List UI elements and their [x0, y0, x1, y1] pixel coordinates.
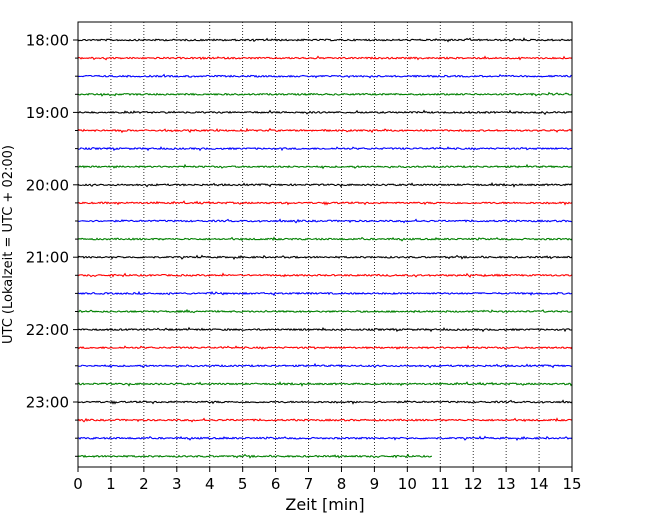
- seismic-trace: [77, 73, 573, 79]
- x-tick-label: 5: [238, 475, 248, 493]
- seismic-trace: [77, 236, 573, 242]
- seismic-trace: [77, 146, 573, 152]
- y-tick-label: 18:00: [26, 32, 69, 50]
- y-tick-label: 20:00: [26, 176, 69, 194]
- x-tick-label: 10: [398, 475, 417, 493]
- seismic-trace: [77, 200, 573, 206]
- x-axis-label: Zeit [min]: [285, 495, 364, 514]
- x-tick-label: 1: [106, 475, 116, 493]
- seismic-trace: [77, 218, 573, 224]
- x-tick-label: 0: [73, 475, 83, 493]
- x-tick-label: 7: [304, 475, 314, 493]
- seismic-trace: [77, 290, 573, 297]
- y-tick-label: 23:00: [26, 394, 69, 412]
- seismic-trace: [77, 435, 573, 441]
- seismic-trace: [77, 399, 573, 405]
- y-axis-ticks: 18:00 19:00 20:00 21:00 22:00 23:00: [26, 32, 78, 457]
- x-tick-label: 11: [431, 475, 450, 493]
- seismic-trace: [77, 453, 433, 459]
- x-tick-label: 13: [497, 475, 516, 493]
- x-tick-label: 3: [172, 475, 182, 493]
- y-tick-label: 22:00: [26, 321, 69, 339]
- y-axis-label: UTC (Lokalzeit = UTC + 02:00): [1, 145, 16, 344]
- seismic-trace: [77, 127, 573, 134]
- vertical-grid: [110, 22, 540, 467]
- seismic-trace: [77, 55, 573, 61]
- seismic-trace: [77, 37, 573, 43]
- plot-frame: [77, 21, 573, 468]
- seismic-trace: [77, 109, 573, 116]
- x-axis-ticks: 0 1 2 3 4 5 6 7 8 9 10 11 12 13 14 15: [73, 467, 582, 493]
- y-tick-label: 21:00: [26, 249, 69, 267]
- seismic-trace: [77, 417, 573, 423]
- x-tick-label: 6: [271, 475, 281, 493]
- x-tick-label: 9: [370, 475, 380, 493]
- seismic-trace: [77, 91, 573, 97]
- seismic-trace: [77, 381, 573, 387]
- x-tick-label: 12: [464, 475, 483, 493]
- x-tick-label: 2: [139, 475, 149, 493]
- seismic-trace: [77, 344, 573, 350]
- x-tick-label: 4: [205, 475, 215, 493]
- trace-group: [77, 37, 573, 459]
- seismic-trace: [77, 362, 573, 369]
- x-tick-label: 14: [530, 475, 549, 493]
- x-tick-label: 8: [337, 475, 347, 493]
- seismic-trace: [77, 163, 573, 170]
- y-tick-label: 19:00: [26, 104, 69, 122]
- seismic-trace: [77, 254, 573, 260]
- seismic-trace: [77, 272, 573, 278]
- seismic-trace: [77, 182, 573, 188]
- seismic-trace: [77, 308, 573, 314]
- x-tick-label: 15: [562, 475, 581, 493]
- seismic-trace: [77, 326, 573, 333]
